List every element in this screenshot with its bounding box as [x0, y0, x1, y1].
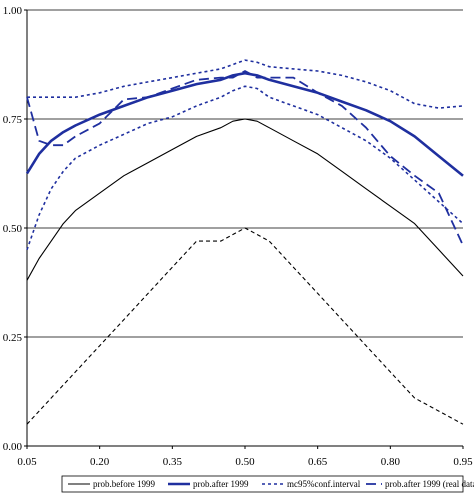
x-tick-label-4: 0.65 — [308, 456, 328, 468]
series-line-4 — [26, 70, 464, 246]
legend: prob.before 1999 prob.after 1999 mc95%conf… — [61, 475, 474, 493]
x-tick-label-1: 0.20 — [90, 456, 110, 468]
y-axis-ticks: 0.00 0.25 0.50 0.75 1.00 — [3, 5, 27, 453]
series-line-3 — [27, 59, 464, 109]
legend-label-0: prob.before 1999 — [93, 479, 155, 489]
x-tick-label-2: 0.35 — [163, 456, 183, 468]
series-line-5 — [26, 227, 464, 425]
series-line-0 — [26, 118, 464, 281]
y-tick-label-2: 0.50 — [3, 223, 23, 235]
gridlines — [27, 9, 463, 338]
y-tick-label-3: 0.75 — [3, 114, 23, 126]
x-tick-label-6: 0.95 — [453, 456, 473, 468]
legend-label-1: prob.after 1999 — [193, 479, 249, 489]
x-tick-label-3: 0.50 — [235, 456, 255, 468]
x-axis-ticks: 0.05 0.20 0.35 0.50 0.65 0.80 0.95 — [17, 446, 473, 468]
y-tick-label-4: 1.00 — [3, 5, 23, 17]
series-lines — [25, 59, 464, 425]
legend-label-3: prob.after 1999 (real data) — [385, 479, 474, 489]
series-line-1 — [25, 71, 464, 177]
y-tick-label-1: 0.25 — [3, 332, 23, 344]
x-tick-label-5: 0.80 — [381, 456, 401, 468]
legend-label-2: mc95%conf.interval — [287, 479, 361, 489]
x-tick-label-0: 0.05 — [17, 456, 37, 468]
y-tick-label-0: 0.00 — [3, 441, 23, 453]
series-line-2 — [26, 85, 464, 251]
